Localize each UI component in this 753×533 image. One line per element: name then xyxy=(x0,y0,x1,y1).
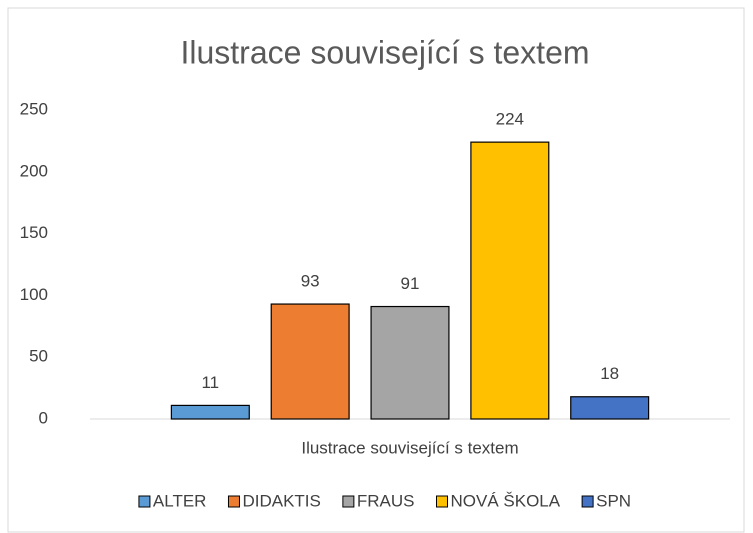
y-tick-label: 100 xyxy=(20,285,48,304)
legend-swatch xyxy=(138,495,151,508)
legend-swatch xyxy=(436,495,448,508)
legend-swatch xyxy=(581,495,594,508)
bar xyxy=(170,404,250,420)
legend-label: FRAUS xyxy=(357,491,415,510)
y-tick-label: 50 xyxy=(29,347,48,366)
y-tick-label: 250 xyxy=(20,99,48,118)
y-tick-label: 0 xyxy=(39,408,48,427)
legend-label: DIDAKTIS xyxy=(242,491,320,510)
chart-title: Ilustrace související s textem xyxy=(180,34,589,70)
y-tick-label: 200 xyxy=(20,161,48,180)
bar xyxy=(270,303,350,420)
data-label: 93 xyxy=(301,272,320,291)
y-tick-label: 150 xyxy=(20,223,48,242)
legend-label: NOVÁ ŠKOLA xyxy=(451,491,561,510)
legend-swatch xyxy=(227,495,240,508)
bar xyxy=(570,396,650,420)
data-label: 91 xyxy=(401,274,420,293)
bar xyxy=(470,141,550,420)
data-label: 11 xyxy=(201,373,219,392)
data-label: 224 xyxy=(496,110,524,129)
x-tick-label: Ilustrace související s textem xyxy=(301,438,518,457)
legend-label: SPN xyxy=(596,491,631,510)
chart-frame xyxy=(7,7,745,533)
data-label: 18 xyxy=(600,364,619,383)
legend-swatch xyxy=(342,495,355,508)
bar xyxy=(370,305,450,420)
legend-label: ALTER xyxy=(153,491,207,510)
